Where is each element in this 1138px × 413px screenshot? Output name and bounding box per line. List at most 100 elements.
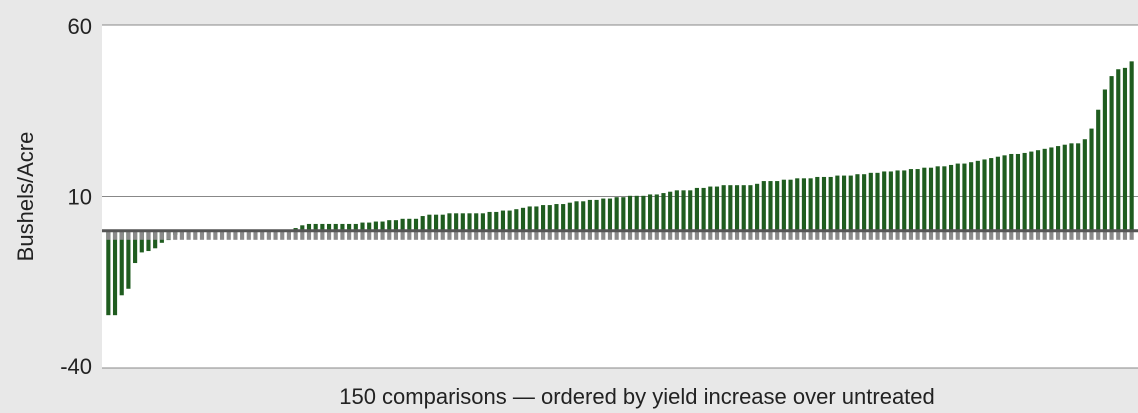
x-tick-mark <box>1022 230 1027 240</box>
x-tick-mark <box>213 230 218 240</box>
bar <box>734 185 740 231</box>
x-tick-mark <box>1056 230 1061 240</box>
bar <box>1096 109 1101 231</box>
bar <box>808 178 813 231</box>
x-tick-mark <box>246 230 251 240</box>
x-tick-mark <box>1096 230 1101 240</box>
x-tick-mark <box>166 230 171 240</box>
bar <box>969 162 974 231</box>
bar <box>433 214 439 231</box>
x-tick-mark <box>153 230 158 240</box>
x-tick-mark <box>106 230 111 240</box>
x-axis-title: 150 comparisons — ordered by yield incre… <box>339 384 935 409</box>
x-tick-mark <box>868 230 873 240</box>
x-tick-mark <box>948 230 954 240</box>
bar <box>714 186 720 231</box>
bar <box>955 163 960 231</box>
bars <box>106 61 1134 316</box>
x-tick-mark <box>413 230 419 240</box>
bar <box>373 221 378 231</box>
x-tick-mark <box>721 230 726 240</box>
x-tick-mark <box>520 230 526 240</box>
bar <box>514 209 519 231</box>
bar <box>948 164 954 231</box>
x-tick-mark <box>728 230 733 240</box>
bar <box>554 204 559 231</box>
bar <box>360 222 365 231</box>
bar <box>674 190 679 231</box>
x-tick-mark <box>741 230 746 240</box>
bar <box>761 181 766 231</box>
x-tick-mark <box>326 230 332 240</box>
y-tick-label: -40 <box>60 354 92 379</box>
x-tick-mark <box>454 230 459 240</box>
bar <box>454 213 459 231</box>
x-tick-mark <box>460 230 465 240</box>
x-tick-mark <box>233 230 238 240</box>
x-tick-mark <box>601 230 606 240</box>
bar <box>748 185 753 231</box>
x-tick-mark <box>1109 230 1114 240</box>
x-tick-mark <box>888 230 893 240</box>
x-tick-mark <box>989 230 994 240</box>
x-tick-mark <box>648 230 653 240</box>
x-tick-mark <box>340 230 345 240</box>
x-tick-mark <box>848 230 853 240</box>
bar <box>915 169 920 231</box>
x-tick-mark <box>467 230 472 240</box>
bar <box>908 169 914 231</box>
x-tick-mark <box>962 230 967 240</box>
bar <box>474 213 479 231</box>
bar <box>681 190 686 231</box>
bar <box>888 171 893 231</box>
y-tick-label: 10 <box>68 185 92 210</box>
x-tick-mark <box>935 230 940 240</box>
x-tick-mark <box>320 230 325 240</box>
bar <box>313 223 318 231</box>
x-tick-mark <box>474 230 479 240</box>
x-tick-mark <box>1015 230 1021 240</box>
x-tick-mark <box>433 230 439 240</box>
x-tick-mark <box>347 230 352 240</box>
bar <box>1062 144 1067 231</box>
x-tick-mark <box>855 230 860 240</box>
bar <box>654 194 659 231</box>
bar <box>520 207 526 231</box>
bar <box>1076 143 1081 231</box>
bar <box>942 166 947 231</box>
x-tick-mark <box>634 230 639 240</box>
bar <box>835 175 840 231</box>
x-tick-mark <box>734 230 740 240</box>
bar <box>487 211 492 231</box>
bar <box>413 218 419 231</box>
bar <box>701 187 706 231</box>
x-tick-mark <box>995 230 1000 240</box>
x-tick-mark <box>253 230 258 240</box>
bar <box>801 178 807 231</box>
x-tick-mark <box>627 230 633 240</box>
bar <box>1009 153 1014 231</box>
x-tick-mark <box>561 230 566 240</box>
bar <box>440 214 445 231</box>
x-tick-mark <box>654 230 659 240</box>
bar <box>1056 146 1061 231</box>
bar <box>848 175 853 231</box>
x-tick-mark <box>139 230 144 240</box>
x-tick-mark <box>407 230 412 240</box>
bar <box>534 206 539 231</box>
x-tick-mark <box>146 230 151 240</box>
bar <box>1042 148 1047 231</box>
x-tick-mark <box>387 230 392 240</box>
bar <box>340 223 345 231</box>
x-tick-mark <box>567 230 572 240</box>
bar <box>133 230 138 264</box>
x-tick-mark <box>614 230 619 240</box>
bar <box>694 187 699 231</box>
x-tick-mark <box>380 230 385 240</box>
x-tick-mark <box>688 230 693 240</box>
bar <box>989 158 994 231</box>
bar <box>1049 147 1054 231</box>
x-tick-mark <box>500 230 506 240</box>
x-tick-mark <box>908 230 914 240</box>
x-tick-mark <box>915 230 920 240</box>
